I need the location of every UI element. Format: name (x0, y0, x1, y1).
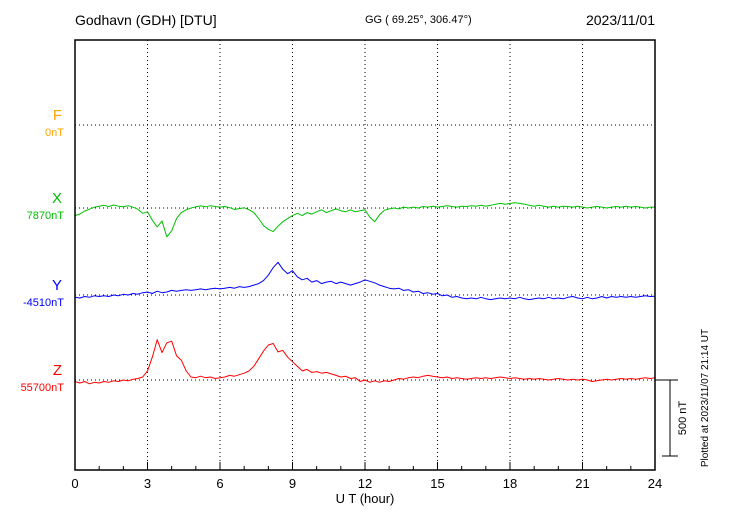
tick-label-6: 6 (216, 476, 223, 491)
component-letter-F: F (52, 107, 62, 124)
component-letter-X: X (51, 190, 62, 207)
component-baseline-value-Y: -4510nT (23, 297, 64, 309)
gridlines (75, 40, 655, 470)
geographic-coords: GG ( 69.25°, 306.47°) (365, 14, 472, 26)
plotted-note: Plotted at 2023/11/07 21:14 UT (700, 329, 711, 467)
tick-label-21: 21 (575, 476, 589, 491)
tick-label-3: 3 (144, 476, 151, 491)
scale-bar: 500 nT (655, 379, 689, 457)
scale-bar-label: 500 nT (677, 401, 689, 436)
tick-label-9: 9 (289, 476, 296, 491)
trace-X (74, 202, 655, 238)
tick-label-24: 24 (648, 476, 662, 491)
component-baseline-value-Z: 55700nT (20, 382, 64, 394)
tick-label-12: 12 (358, 476, 372, 491)
component-baseline-value-F: 0nT (45, 127, 64, 139)
station-title: Godhavn (GDH) [DTU] (75, 12, 217, 28)
component-letter-Z: Z (52, 362, 62, 379)
tick-label-0: 0 (71, 476, 78, 491)
tick-label-15: 15 (430, 476, 444, 491)
component-letter-Y: Y (51, 277, 62, 294)
header: Godhavn (GDH) [DTU] GG ( 69.25°, 306.47°… (0, 12, 730, 32)
trace-Y (74, 261, 656, 301)
x-axis-ticks: 0 3 6 9 12 15 18 21 24 (71, 462, 662, 491)
traces (74, 202, 656, 385)
tick-label-18: 18 (503, 476, 517, 491)
trace-Z (74, 339, 656, 385)
x-axis-label: U T (hour) (336, 491, 395, 506)
plot-date: 2023/11/01 (585, 12, 655, 28)
component-baseline-value-X: 7870nT (26, 210, 64, 222)
